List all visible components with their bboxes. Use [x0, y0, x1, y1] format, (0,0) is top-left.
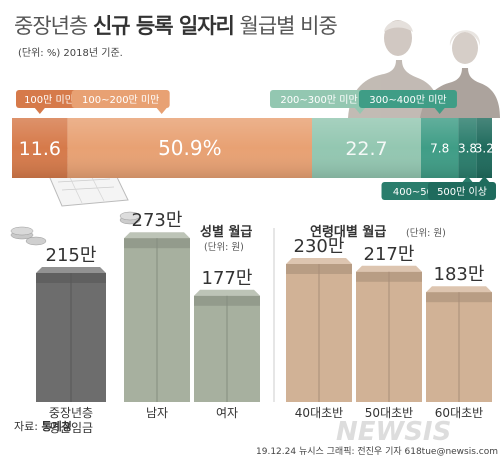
- segment-tag-label: 300~400만 미만: [369, 94, 446, 106]
- stack-value-label: 3.2: [475, 141, 494, 155]
- segment-tag: [71, 90, 170, 108]
- group-unit: (단위: 원): [204, 241, 244, 253]
- stack-value-label: 7.8: [430, 141, 449, 155]
- box-top: [356, 265, 422, 272]
- segment-tag-pointer: [462, 176, 473, 182]
- box-seam: [226, 295, 228, 402]
- box-value-label: 230만: [294, 236, 345, 257]
- segment-tag-label: 100만 미만: [24, 94, 74, 106]
- watermark-text: NEWSIS: [336, 417, 451, 447]
- box-category-label: 40대초반: [295, 406, 343, 420]
- credit-line: 19.12.24 뉴시스 그래픽: 전진우 기자 618tue@newsis.c…: [256, 447, 499, 457]
- stacked-bar-chart: 11.6 50.9% 22.7 7.8 3.83.2 100만 미만 100~200만 미만…: [12, 90, 496, 200]
- segment-tag: [16, 90, 82, 108]
- box-category-label: 평균임금: [49, 421, 93, 435]
- stack-segment-shade: [458, 118, 477, 178]
- box-top: [426, 286, 492, 293]
- unit-note: (단위: %) 2018년 기준.: [18, 48, 123, 59]
- segment-tag-label: 100~200만 미만: [82, 94, 159, 106]
- segment-tag-pointer: [156, 108, 167, 114]
- source-name: 통계청: [41, 420, 72, 433]
- group-title: 성별 월급: [200, 224, 252, 240]
- box-value-label: 177만: [202, 268, 253, 289]
- box-value-label: 217만: [364, 244, 415, 265]
- stack-value-label: 22.7: [345, 138, 387, 160]
- segment-tag: [358, 90, 457, 108]
- box-seam: [70, 273, 72, 402]
- box-category-label: 중장년층: [49, 406, 93, 420]
- stack-segment-shade: [67, 118, 313, 178]
- box-value-label: 183만: [434, 264, 485, 285]
- stack-value-label: 11.6: [19, 138, 61, 160]
- title-part1: 중장년층: [14, 14, 88, 38]
- box-category-label: 50대초반: [365, 406, 413, 420]
- segment-tag-label: 200~300만 미만: [280, 94, 357, 106]
- box-category-label: 여자: [216, 406, 238, 420]
- segment-tag-label: 500만 이상: [437, 186, 487, 198]
- segment-tag-pointer: [34, 108, 45, 114]
- segment-tag-pointer: [479, 176, 490, 182]
- segment-tag: [428, 182, 496, 200]
- stack-value-label: 50.9%: [158, 136, 222, 160]
- stack-segment-shade: [420, 118, 459, 178]
- box-top: [124, 232, 190, 239]
- source-label: 자료:: [14, 420, 38, 433]
- chart-title: 중장년층 신규 등록 일자리 월급별 비중: [14, 10, 338, 40]
- stack-segment-shade: [476, 118, 492, 178]
- segment-tag: [270, 90, 368, 108]
- stack-segment-shade: [12, 118, 68, 178]
- title-part3: 월급별 비중: [239, 14, 338, 38]
- box-top: [194, 289, 260, 296]
- box-seam: [318, 264, 320, 402]
- stack-segment-shade: [312, 118, 421, 178]
- box-category-label: 60대초반: [435, 406, 483, 420]
- box-value-label: 215만: [46, 245, 97, 266]
- box-seam: [388, 271, 390, 402]
- stack-value-label: 3.8: [458, 141, 477, 155]
- group-title: 연령대별 월급: [310, 224, 386, 240]
- group-unit: (단위: 원): [406, 227, 446, 239]
- source-note: 자료: 통계청: [14, 418, 72, 434]
- box-seam: [156, 238, 158, 402]
- title-part2: 신규 등록 일자리: [92, 14, 235, 38]
- box-value-label: 273만: [132, 210, 183, 231]
- segment-tag-pointer: [434, 108, 445, 114]
- box-seam: [458, 292, 460, 402]
- box-top: [286, 258, 352, 264]
- box-category-label: 남자: [146, 406, 168, 420]
- segment-tag-pointer: [355, 108, 365, 114]
- box-top: [36, 267, 106, 273]
